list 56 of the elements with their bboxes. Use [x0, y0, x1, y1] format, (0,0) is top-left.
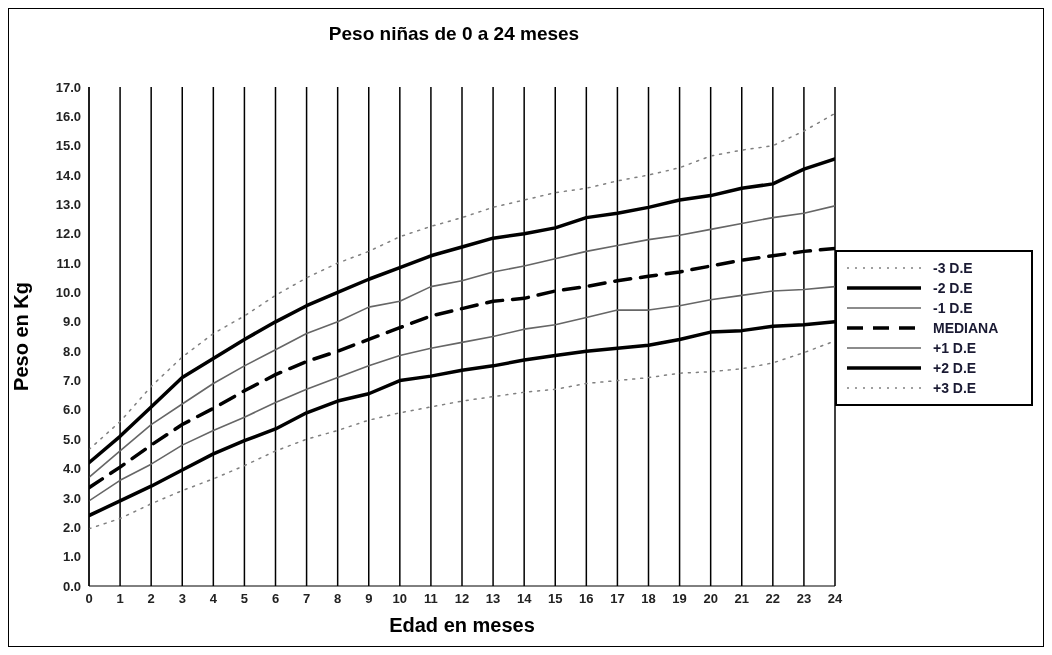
- text: +2 D.E: [933, 359, 977, 376]
- x-tick-label: 16: [579, 591, 594, 607]
- x-tick-label: 12: [454, 591, 470, 607]
- y-tick-label: 5.0: [62, 431, 81, 447]
- y-tick-label: 2.0: [62, 519, 81, 535]
- y-tick-label: 12.0: [55, 226, 81, 242]
- y-tick-label: 17.0: [55, 79, 81, 95]
- y-axis-title: Peso en Kg: [10, 282, 33, 391]
- y-tick-label: 8.0: [62, 343, 81, 359]
- x-tick-label: 9: [365, 591, 373, 607]
- x-tick-label: 11: [424, 591, 438, 607]
- x-tick-label: 14: [516, 591, 533, 607]
- text: +3 D.E: [933, 379, 977, 396]
- y-tick-label: 10.0: [55, 285, 81, 301]
- x-axis-title: Edad en meses: [389, 614, 535, 636]
- x-tick-label: 17: [610, 591, 625, 607]
- x-tick-label: 5: [240, 591, 249, 607]
- y-tick-label: 15.0: [55, 138, 81, 154]
- y-tick-label: 6.0: [62, 402, 81, 418]
- line-series: [89, 112, 835, 451]
- x-tick-label: 20: [703, 591, 718, 607]
- x-tick-label: 21: [734, 591, 749, 607]
- x-tick-label: 8: [334, 591, 342, 607]
- x-tick-label: 1: [116, 591, 124, 607]
- x-tick-label: 15: [548, 591, 563, 607]
- x-tick-label: 19: [672, 591, 687, 607]
- chart-title: Peso niñas de 0 a 24 meses: [327, 23, 581, 45]
- y-tick-label: 4.0: [62, 461, 81, 477]
- x-tick-label: 23: [796, 591, 812, 607]
- y-tick-label: 3.0: [62, 490, 81, 506]
- text: +1 D.E: [933, 339, 977, 356]
- x-tick-label: 18: [641, 591, 656, 607]
- y-tick-label: 16.0: [55, 108, 81, 124]
- text: -3 D.E: [933, 259, 973, 276]
- y-tick-label: 11.0: [56, 255, 81, 271]
- x-tick-label: 4: [209, 591, 218, 607]
- line-series: [89, 285, 835, 502]
- y-tick-label: 13.0: [55, 197, 81, 213]
- x-tick-label: 13: [485, 591, 501, 607]
- text: -2 D.E: [933, 279, 973, 296]
- y-tick-label: 9.0: [62, 314, 81, 330]
- x-tick-label: 3: [178, 591, 186, 607]
- y-tick-label: 7.0: [62, 373, 81, 389]
- x-tick-label: 2: [147, 591, 155, 607]
- x-tick-label: 0: [85, 591, 93, 607]
- y-tick-label: 0.0: [62, 578, 81, 594]
- line-series: [89, 205, 835, 479]
- y-tick-label: 1.0: [62, 549, 81, 565]
- text: MEDIANA: [933, 319, 999, 336]
- x-tick-label: 6: [271, 591, 280, 607]
- x-tick-label: 10: [392, 591, 408, 607]
- x-tick-label: 24: [827, 591, 843, 607]
- x-tick-label: 22: [765, 591, 781, 607]
- y-tick-label: 14.0: [55, 167, 81, 183]
- x-tick-label: 7: [302, 591, 311, 607]
- text: -1 D.E: [933, 299, 973, 316]
